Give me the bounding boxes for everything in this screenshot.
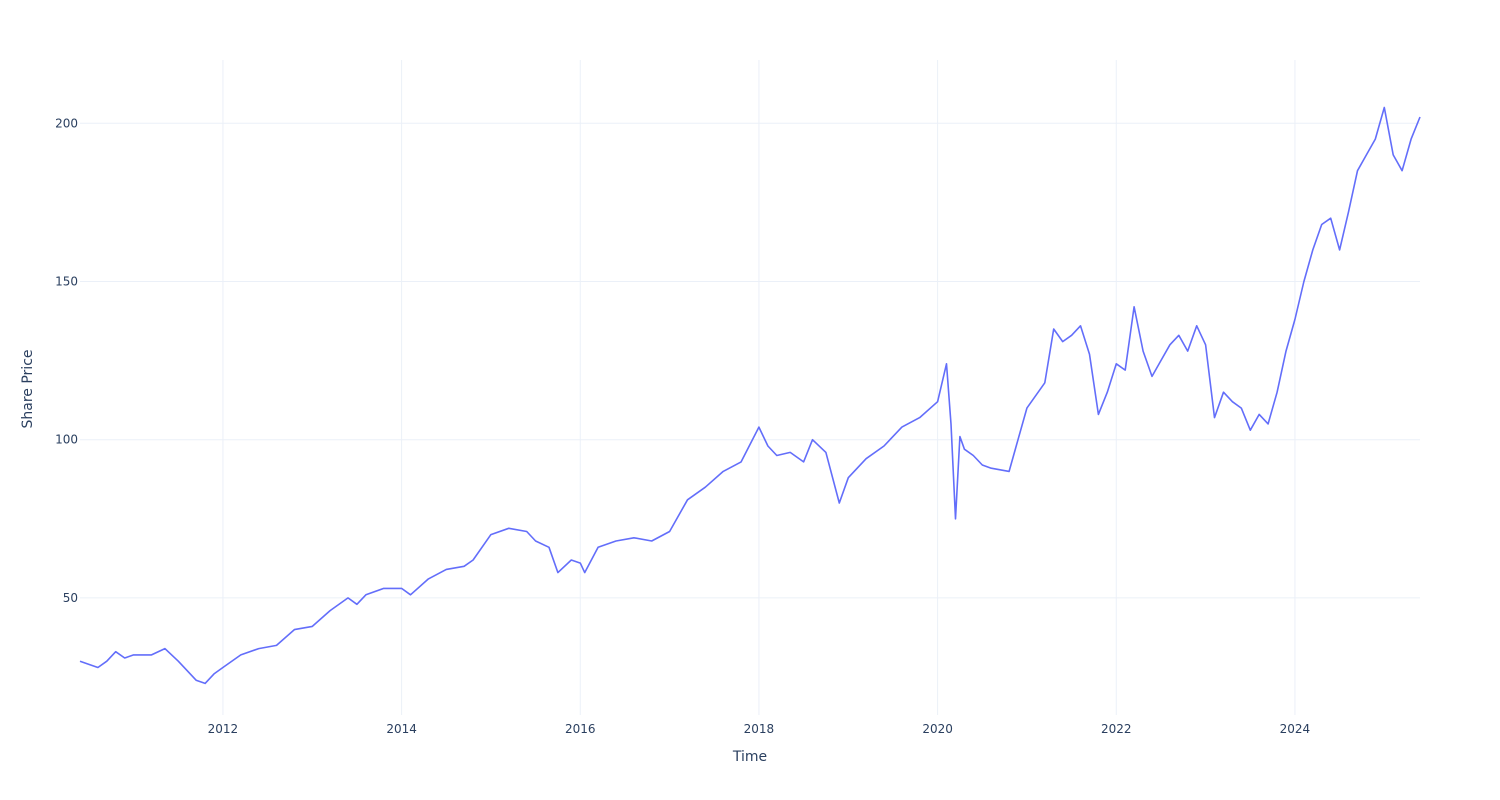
x-tick-label: 2024: [1280, 722, 1311, 736]
y-axis-title: Share Price: [20, 349, 36, 428]
series-line: [79, 106, 1421, 685]
x-tick-label: 2014: [386, 722, 417, 736]
chart-gridlines: [80, 60, 1420, 715]
y-axis-ticks: 50 100 150 200: [55, 116, 78, 605]
series-layer: [79, 106, 1421, 685]
x-tick-label: 2020: [922, 722, 953, 736]
x-axis-title: Time: [732, 749, 767, 765]
x-tick-label: 2018: [744, 722, 775, 736]
x-tick-label: 2012: [208, 722, 239, 736]
y-tick-label: 100: [55, 433, 78, 447]
x-tick-label: 2016: [565, 722, 596, 736]
x-tick-label: 2022: [1101, 722, 1132, 736]
y-tick-label: 200: [55, 116, 78, 130]
y-tick-label: 150: [55, 274, 78, 288]
x-axis-ticks: 2012 2014 2016 2018 2020 2022 2024: [208, 722, 1311, 736]
y-tick-label: 50: [63, 591, 78, 605]
